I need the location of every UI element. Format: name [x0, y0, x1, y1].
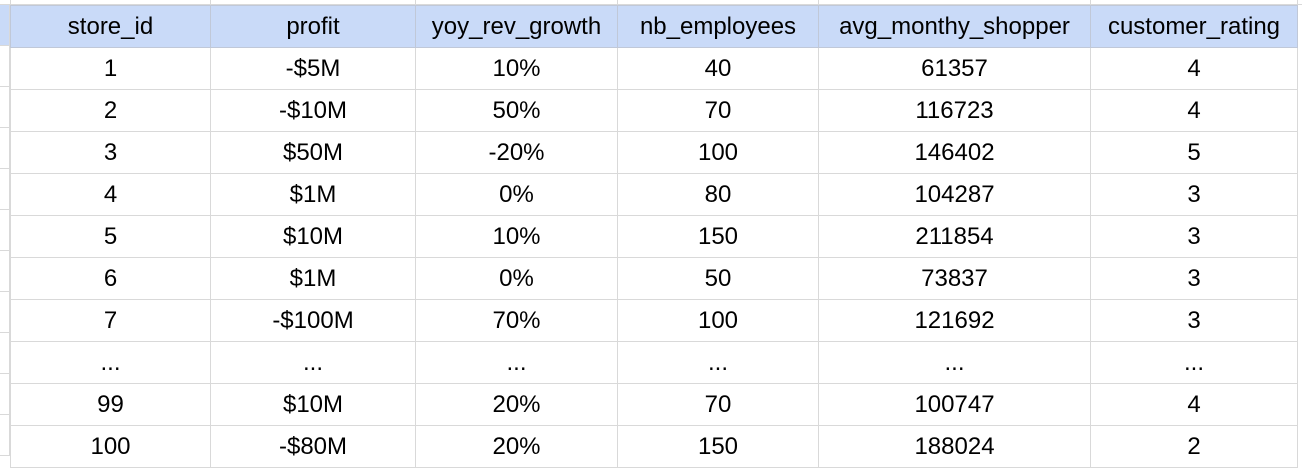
partial-cell: [0, 415, 10, 456]
cell-store-id[interactable]: ...: [10, 341, 211, 384]
cell-store-id[interactable]: 2: [10, 89, 211, 132]
cell-store-id[interactable]: 1: [10, 47, 211, 90]
cell-nb-employees[interactable]: 100: [617, 299, 819, 342]
partial-cell: [0, 87, 10, 128]
partial-cell: [0, 46, 10, 87]
cell-avg-monthy-shopper[interactable]: 104287: [818, 173, 1091, 216]
cell-profit[interactable]: -$10M: [210, 89, 416, 132]
cell-yoy-rev-growth[interactable]: 70%: [415, 299, 618, 342]
cell-customer-rating[interactable]: 5: [1090, 131, 1298, 174]
cell-customer-rating[interactable]: 4: [1090, 383, 1298, 426]
cell-nb-employees[interactable]: 100: [617, 131, 819, 174]
cell-yoy-rev-growth[interactable]: -20%: [415, 131, 618, 174]
cell-store-id[interactable]: 7: [10, 299, 211, 342]
cell-nb-employees[interactable]: ...: [617, 341, 819, 384]
header-cell-store-id[interactable]: store_id: [10, 5, 211, 48]
table-row: 6 $1M 0% 50 73837 3: [10, 257, 1298, 300]
cell-nb-employees[interactable]: 150: [617, 425, 819, 468]
header-cell-nb-employees[interactable]: nb_employees: [617, 5, 819, 48]
cell-nb-employees[interactable]: 150: [617, 215, 819, 258]
cell-avg-monthy-shopper[interactable]: ...: [818, 341, 1091, 384]
cell-store-id[interactable]: 99: [10, 383, 211, 426]
cell-avg-monthy-shopper[interactable]: 121692: [818, 299, 1091, 342]
cell-yoy-rev-growth[interactable]: 50%: [415, 89, 618, 132]
cell-profit[interactable]: $1M: [210, 173, 416, 216]
cell-nb-employees[interactable]: 70: [617, 383, 819, 426]
cell-store-id[interactable]: 100: [10, 425, 211, 468]
cell-yoy-rev-growth[interactable]: 20%: [415, 383, 618, 426]
cell-nb-employees[interactable]: 70: [617, 89, 819, 132]
partial-cell: [0, 210, 10, 251]
header-cell-profit[interactable]: profit: [210, 5, 416, 48]
partial-cell: [0, 5, 10, 46]
cell-store-id[interactable]: 4: [10, 173, 211, 216]
cell-profit[interactable]: $1M: [210, 257, 416, 300]
cell-customer-rating[interactable]: 4: [1090, 47, 1298, 90]
cell-yoy-rev-growth[interactable]: 10%: [415, 215, 618, 258]
cell-yoy-rev-growth[interactable]: 0%: [415, 257, 618, 300]
cell-customer-rating[interactable]: 3: [1090, 299, 1298, 342]
table-row: 4 $1M 0% 80 104287 3: [10, 173, 1298, 216]
cell-customer-rating[interactable]: 3: [1090, 215, 1298, 258]
cell-customer-rating[interactable]: 3: [1090, 173, 1298, 216]
partial-cell: [0, 128, 10, 169]
cell-profit[interactable]: $10M: [210, 215, 416, 258]
table-row: ..................: [10, 341, 1298, 384]
cell-avg-monthy-shopper[interactable]: 73837: [818, 257, 1091, 300]
cell-avg-monthy-shopper[interactable]: 211854: [818, 215, 1091, 258]
cell-avg-monthy-shopper[interactable]: 100747: [818, 383, 1091, 426]
cell-profit[interactable]: ...: [210, 341, 416, 384]
header-cell-customer-rating[interactable]: customer_rating: [1090, 5, 1298, 48]
cell-profit[interactable]: -$5M: [210, 47, 416, 90]
table-row: 3 $50M -20% 100 146402 5: [10, 131, 1298, 174]
cell-store-id[interactable]: 3: [10, 131, 211, 174]
cell-yoy-rev-growth[interactable]: 0%: [415, 173, 618, 216]
table-row: 1 -$5M 10% 40 61357 4: [10, 47, 1298, 90]
cell-customer-rating[interactable]: ...: [1090, 341, 1298, 384]
cell-yoy-rev-growth[interactable]: 10%: [415, 47, 618, 90]
cell-avg-monthy-shopper[interactable]: 61357: [818, 47, 1091, 90]
cell-profit[interactable]: $10M: [210, 383, 416, 426]
cell-profit[interactable]: -$100M: [210, 299, 416, 342]
cell-avg-monthy-shopper[interactable]: 188024: [818, 425, 1091, 468]
cell-customer-rating[interactable]: 3: [1090, 257, 1298, 300]
partial-cell: [0, 292, 10, 333]
cell-nb-employees[interactable]: 50: [617, 257, 819, 300]
header-cell-yoy-rev-growth[interactable]: yoy_rev_growth: [415, 5, 618, 48]
cell-profit[interactable]: -$80M: [210, 425, 416, 468]
partial-cell: [0, 374, 10, 415]
partial-cell: [0, 251, 10, 292]
table-row: 5 $10M 10% 150 211854 3: [10, 215, 1298, 258]
partial-cell: [0, 169, 10, 210]
cell-nb-employees[interactable]: 40: [617, 47, 819, 90]
cell-customer-rating[interactable]: 2: [1090, 425, 1298, 468]
cell-customer-rating[interactable]: 4: [1090, 89, 1298, 132]
cell-nb-employees[interactable]: 80: [617, 173, 819, 216]
table-row: 2 -$10M 50% 70 116723 4: [10, 89, 1298, 132]
table-row: 7 -$100M 70% 100 121692 3: [10, 299, 1298, 342]
cell-avg-monthy-shopper[interactable]: 146402: [818, 131, 1091, 174]
cell-store-id[interactable]: 5: [10, 215, 211, 258]
left-partial-column: [0, 5, 10, 456]
cell-yoy-rev-growth[interactable]: ...: [415, 341, 618, 384]
data-table: store_id profit yoy_rev_growth nb_employ…: [10, 5, 1298, 468]
previous-row-edge: [0, 0, 1302, 5]
cell-profit[interactable]: $50M: [210, 131, 416, 174]
cell-yoy-rev-growth[interactable]: 20%: [415, 425, 618, 468]
partial-cell: [0, 333, 10, 374]
table-row: 100 -$80M 20% 150 188024 2: [10, 425, 1298, 468]
header-row: store_id profit yoy_rev_growth nb_employ…: [10, 5, 1298, 48]
table-row: 99 $10M 20% 70 100747 4: [10, 383, 1298, 426]
header-cell-avg-monthy-shopper[interactable]: avg_monthy_shopper: [818, 5, 1091, 48]
cell-store-id[interactable]: 6: [10, 257, 211, 300]
cell-avg-monthy-shopper[interactable]: 116723: [818, 89, 1091, 132]
